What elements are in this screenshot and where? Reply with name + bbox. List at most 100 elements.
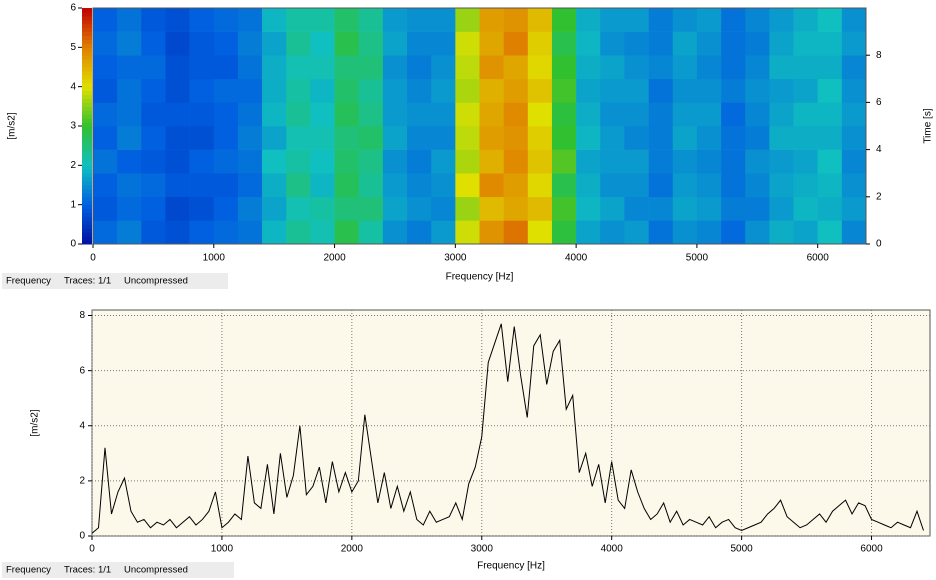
spectrogram-cell [93,173,118,198]
colorbar-segment [82,220,92,225]
spectrogram-cell [527,8,553,32]
spectrogram-cell [817,8,843,32]
spectrogram-cell [793,31,818,56]
spectrogram-cell [93,196,118,221]
spectrogram-cell [648,102,674,127]
spectrogram-cell [648,8,674,32]
spectrogram-cell [431,220,456,245]
spectrogram-cell [382,173,408,198]
spectrogram-cell [551,31,577,56]
spectrogram-cell [213,149,239,174]
spectrogram-cell [503,220,529,245]
spectrogram-cell [407,173,432,198]
x-tick-label: 6000 [860,544,883,555]
spectrogram-cell [93,220,118,245]
colorbar-tick-label: 5 [70,42,76,53]
spectrogram-cell [527,220,553,245]
spectrogram-cell [117,78,142,103]
spectrogram-cell [769,31,794,56]
spectrogram-cell [358,55,384,80]
spectrogram-cell [600,102,625,127]
spectrogram-cell [334,149,360,174]
spectrogram-cell [745,126,770,150]
spectrogram-cell [165,173,190,198]
spectrogram-cell [696,173,722,198]
spectrogram-cell [93,78,118,103]
colorbar-segment [82,67,92,72]
spectrogram-cell [600,55,625,80]
y-tick-label: 0 [876,239,882,250]
spectrogram-cell [237,55,263,80]
colorbar-label: [m/s2] [7,112,18,139]
spectrogram-cell [745,78,770,103]
colorbar-segment [82,232,92,237]
spectrogram-cell [841,31,867,56]
spectrogram-cell [600,196,625,221]
spectrogram-cell [551,196,577,221]
spectrogram-cell [334,8,360,32]
spectrogram-cell [334,173,360,198]
spectrogram-cell [793,126,818,150]
spectrogram-cell [576,102,601,127]
spectrogram-cell [286,102,311,127]
spectrogram-cell [551,78,577,103]
spectrogram-cell [624,102,649,127]
spectrogram-cell [503,8,529,32]
colorbar-segment [82,137,92,143]
spectrogram-cell [576,126,601,150]
spectrogram-cell [479,126,504,150]
spectrogram-cell [624,55,649,80]
spectrogram-cell [817,78,843,103]
spectrogram-cell [721,31,746,56]
spectrogram-cell [503,78,529,103]
spectrogram-cell [696,78,722,103]
spectrogram-cell [431,102,456,127]
colorbar-segment [82,23,92,29]
spectrogram-cell [334,126,360,150]
spectrogram-cell [696,31,722,56]
status-traces: Traces: 1/1 [64,276,111,287]
spectrogram-cell [648,55,674,80]
spectrogram-cell [841,220,867,245]
x-axis-label: Frequency [Hz] [477,561,545,572]
spectrogram-cell [237,149,263,174]
spectrogram-cell [189,8,215,32]
spectrogram-cell [600,31,625,56]
spectrogram-cell [696,126,722,150]
spectrogram-cell [117,220,142,245]
colorbar-segment [82,141,92,147]
y-tick-label: 6 [79,365,85,376]
y-tick-label: 8 [79,310,85,321]
spectrogram-cell [648,220,674,245]
spectrogram-cell [262,220,287,245]
spectrogram-cell [769,78,794,103]
spectrogram-cell [237,31,263,56]
colorbar-segment [82,114,92,119]
spectrogram-cell [310,173,335,198]
spectrogram-cell [189,78,215,103]
spectrogram-cell [479,196,504,221]
colorbar-segment [82,98,92,103]
spectrogram-cell [286,173,311,198]
colorbar-segment [82,8,92,13]
x-axis-label: Frequency [Hz] [446,272,514,283]
spectrogram-cell [672,196,698,221]
spectrogram-cell [672,149,698,174]
spectrogram-cell [213,126,239,150]
spectrogram-cell [551,8,577,32]
x-tick-label: 5000 [730,544,753,555]
colorbar-segment [82,126,92,131]
spectrogram-cell [310,126,335,150]
status-bar [2,562,234,578]
spectrogram-cell [455,126,480,150]
spectrogram-cell [310,102,335,127]
plot-area [91,309,931,537]
spectrogram-cell [382,196,408,221]
spectrogram-cell [721,8,746,32]
x-tick-label: 0 [89,544,95,555]
colorbar-segment [82,15,92,21]
colorbar-segment [82,106,92,111]
spectrogram-cell [117,31,142,56]
spectrogram-cell [237,78,263,103]
spectrogram-cell [431,8,456,32]
